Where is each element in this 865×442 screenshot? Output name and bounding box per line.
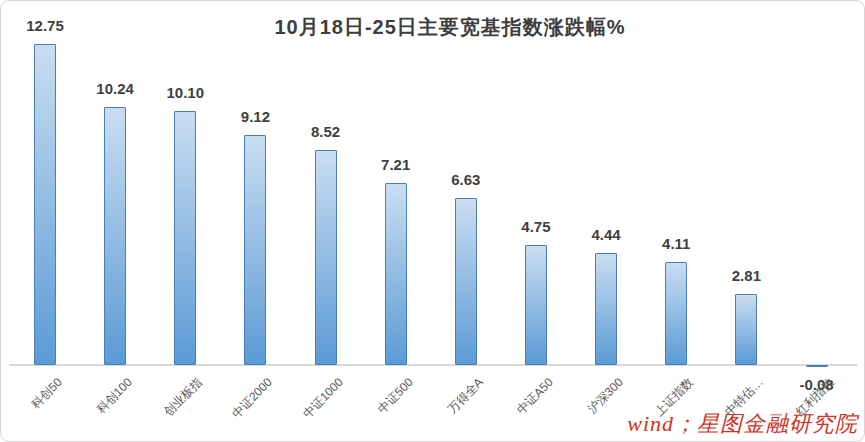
bar-value-label: 4.44 — [566, 225, 646, 244]
bar-value-label: 10.10 — [145, 83, 225, 102]
bar — [665, 262, 687, 365]
bar-value-label: 4.11 — [636, 234, 716, 253]
bar — [315, 150, 337, 365]
bar — [806, 365, 828, 367]
bar — [385, 183, 407, 365]
bar-value-label: 10.24 — [75, 79, 155, 98]
bar — [34, 44, 56, 365]
bar — [455, 198, 477, 365]
chart-container: 10月18日-25日主要宽基指数涨跌幅% 12.75科创5010.24科创100… — [0, 0, 865, 442]
x-tick-label: 科创50 — [0, 375, 66, 442]
bar-value-label: 9.12 — [215, 107, 295, 126]
watermark: wind；星图金融研究院 — [627, 409, 858, 439]
bar — [104, 107, 126, 365]
bar-value-label: 12.75 — [5, 16, 85, 35]
bar-value-label: 2.81 — [706, 266, 786, 285]
bar-value-label: 6.63 — [426, 170, 506, 189]
bar-value-label: 4.75 — [496, 217, 576, 236]
bar-value-label: 8.52 — [286, 122, 366, 141]
bar — [735, 294, 757, 365]
bar — [244, 135, 266, 365]
bars-layer: 12.75科创5010.24科创10010.10创业板指9.12中证20008.… — [1, 1, 864, 441]
bar — [595, 253, 617, 365]
bar-value-label: 7.21 — [356, 155, 436, 174]
bar — [525, 245, 547, 365]
bar — [174, 111, 196, 365]
